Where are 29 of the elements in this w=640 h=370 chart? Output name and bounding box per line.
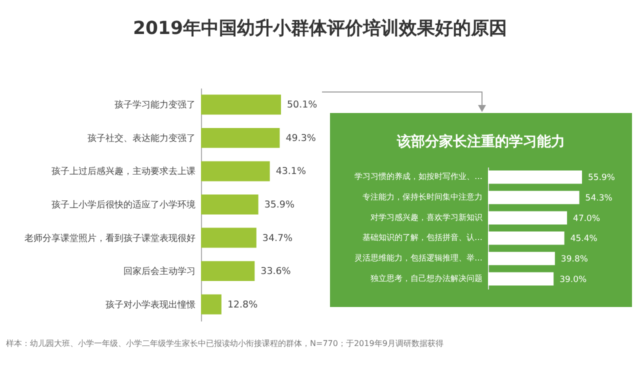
data-label: 39.8% (560, 254, 588, 264)
y-tick-label: 灵活思维能力，包括逻辑推理、举… (354, 254, 482, 262)
data-label: 35.9% (264, 200, 295, 210)
data-label: 49.3% (286, 132, 316, 144)
y-tick-label: 孩子上过后感兴趣，主动要求去上课 (52, 166, 196, 178)
y-tick-label: 学习习惯的养成，如按时写作业、… (354, 172, 482, 182)
data-label: 12.8% (227, 299, 258, 310)
data-label: 34.7% (262, 232, 293, 244)
data-label: 55.9% (588, 173, 616, 184)
text: 样本：幼儿园大班、小学一年级、小学二年级学生家长中已报读幼小衔接课程的群体，N=770；于2019年9月调研数据获得 (6, 339, 444, 348)
data-label: 47.0% (573, 214, 600, 224)
y-tick-label: 孩子学习能力变强了 (114, 100, 196, 111)
data-label: 33.6% (260, 266, 291, 278)
y-tick-label: 孩子上小学后很快的适应了小学环境 (52, 200, 196, 210)
y-tick-label: 老师分享课堂照片，看到孩子课堂表现很好 (24, 232, 196, 244)
y-tick-label: 独立思考，自己想办法解决问题 (370, 274, 482, 283)
data-label: 39.0% (560, 274, 587, 285)
data-label: 54.3% (585, 194, 612, 204)
y-tick-label: 对学习感兴趣，喜欢学习新知识 (370, 212, 482, 222)
data-label: 45.4% (570, 234, 598, 244)
text: 2019年中国幼升小群体评价培训效果好的原因 (132, 18, 508, 39)
y-tick-label: 孩子对小学表现出憧憬 (106, 299, 196, 310)
y-tick-label: 基础知识的了解，包括拼音、认… (362, 233, 482, 242)
chart-title: 该部分家长注重的学习能力 (396, 133, 565, 150)
y-tick-label: 孩子社交、表达能力变强了 (88, 132, 196, 144)
y-tick-label: 专注能力，保持长时间集中注意力 (362, 192, 482, 202)
data-label: 50.1% (287, 100, 318, 111)
data-label: 43.1% (276, 166, 306, 178)
y-tick-label: 回家后会主动学习 (124, 266, 196, 278)
